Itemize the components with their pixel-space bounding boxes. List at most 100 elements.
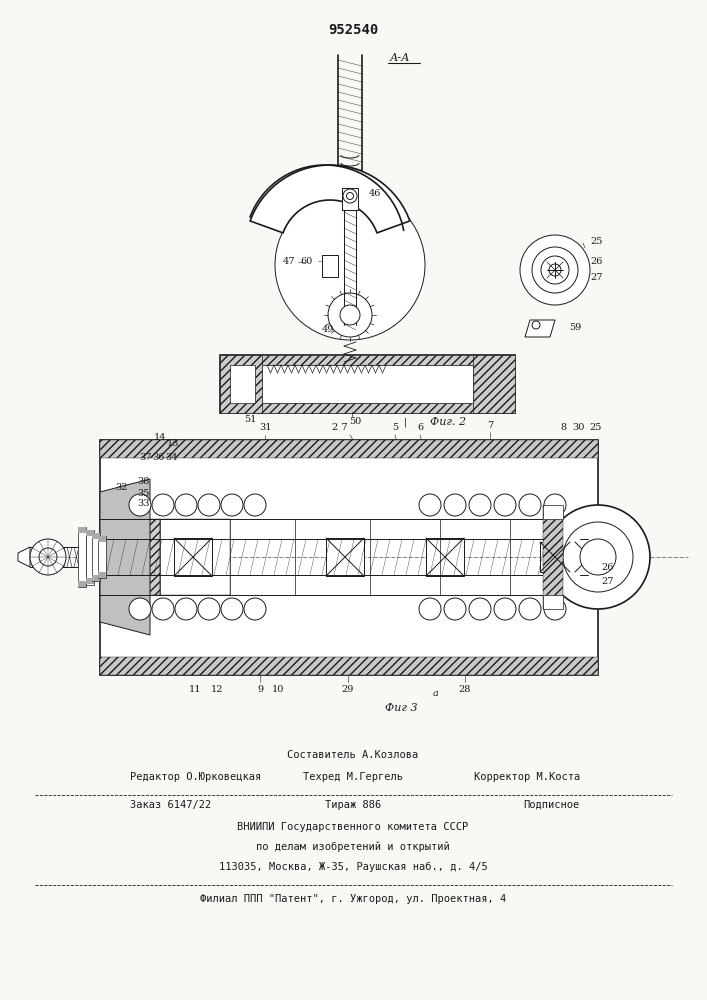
Bar [98, 536, 106, 542]
Text: 25: 25 [590, 237, 602, 246]
Circle shape [546, 505, 650, 609]
Bar [220, 355, 262, 413]
Text: Фиг. 2: Фиг. 2 [430, 417, 466, 427]
Text: 31: 31 [259, 424, 271, 432]
Text: |: | [404, 417, 407, 427]
Text: 35: 35 [137, 488, 149, 497]
Text: А-А: А-А [390, 53, 411, 63]
Bar [230, 365, 255, 403]
Polygon shape [525, 320, 555, 337]
Text: Техред М.Гергель: Техред М.Гергель [303, 772, 403, 782]
Text: 27: 27 [601, 578, 614, 586]
Circle shape [444, 598, 466, 620]
Text: 25: 25 [590, 424, 602, 432]
Circle shape [541, 256, 569, 284]
Text: 11: 11 [189, 686, 201, 694]
Bar [98, 572, 106, 578]
Text: 8: 8 [560, 424, 566, 432]
Circle shape [343, 189, 357, 203]
Circle shape [544, 598, 566, 620]
Bar [78, 581, 86, 587]
Circle shape [549, 264, 561, 276]
Bar [426, 538, 464, 576]
Bar [92, 533, 100, 581]
Text: 29: 29 [341, 686, 354, 694]
Bar [78, 527, 86, 587]
Circle shape [469, 598, 491, 620]
Circle shape [129, 494, 151, 516]
Bar [543, 505, 563, 609]
Text: 59: 59 [569, 324, 581, 332]
Bar [540, 542, 570, 572]
Circle shape [175, 494, 197, 516]
Polygon shape [100, 479, 150, 635]
Text: 60: 60 [300, 256, 313, 265]
Bar [220, 355, 515, 365]
Circle shape [39, 548, 57, 566]
Circle shape [532, 247, 578, 293]
Circle shape [419, 598, 441, 620]
Circle shape [30, 539, 66, 575]
Bar [262, 365, 473, 403]
Bar [326, 538, 364, 576]
Bar [220, 355, 515, 413]
Text: 952540: 952540 [328, 23, 378, 37]
Text: Филиал ППП "Патент", г. Ужгород, ул. Проектная, 4: Филиал ППП "Патент", г. Ужгород, ул. Про… [200, 894, 506, 904]
Text: 49: 49 [322, 326, 334, 334]
Text: 113035, Москва, Ж-35, Раушская наб., д. 4/5: 113035, Москва, Ж-35, Раушская наб., д. … [218, 862, 487, 872]
Text: 7: 7 [487, 420, 493, 430]
Text: 51: 51 [244, 416, 256, 424]
Circle shape [469, 494, 491, 516]
Circle shape [152, 598, 174, 620]
Circle shape [244, 598, 266, 620]
Text: 14: 14 [153, 434, 166, 442]
Text: Фиг 3: Фиг 3 [385, 703, 418, 713]
Circle shape [129, 598, 151, 620]
Text: 12: 12 [211, 686, 223, 694]
Bar [220, 403, 515, 413]
Text: 47: 47 [283, 257, 295, 266]
Bar [543, 595, 563, 609]
Text: 28: 28 [459, 686, 471, 694]
Text: по делам изобретений и открытий: по делам изобретений и открытий [256, 842, 450, 852]
Bar [575, 542, 605, 572]
Circle shape [563, 522, 633, 592]
Bar [100, 519, 160, 595]
Text: 10: 10 [271, 686, 284, 694]
Text: 33: 33 [136, 498, 149, 508]
Bar [86, 530, 94, 536]
Text: Корректор М.Коста: Корректор М.Коста [474, 772, 580, 782]
Text: 26: 26 [590, 257, 602, 266]
Text: 34: 34 [165, 454, 177, 462]
Text: 5: 5 [392, 424, 398, 432]
Text: 37: 37 [139, 454, 151, 462]
Circle shape [519, 598, 541, 620]
Circle shape [494, 494, 516, 516]
Bar [322, 255, 338, 277]
Circle shape [175, 598, 197, 620]
Text: 2 7: 2 7 [332, 424, 348, 432]
Circle shape [275, 190, 425, 340]
Circle shape [328, 293, 372, 337]
Circle shape [152, 494, 174, 516]
Circle shape [346, 192, 354, 200]
Text: ВНИИПИ Государственного комитета СССР: ВНИИПИ Государственного комитета СССР [238, 822, 469, 832]
Circle shape [221, 598, 243, 620]
Circle shape [444, 494, 466, 516]
Text: Тираж 886: Тираж 886 [325, 800, 381, 810]
Circle shape [494, 598, 516, 620]
Bar [92, 575, 100, 581]
Bar [100, 440, 598, 458]
Bar [98, 536, 106, 578]
Text: 13: 13 [167, 438, 180, 448]
Circle shape [519, 494, 541, 516]
Circle shape [244, 494, 266, 516]
Text: 9: 9 [257, 686, 263, 694]
Circle shape [198, 494, 220, 516]
Text: 38: 38 [137, 477, 149, 486]
Circle shape [198, 598, 220, 620]
Circle shape [532, 321, 540, 329]
Circle shape [419, 494, 441, 516]
Circle shape [221, 494, 243, 516]
Text: 6: 6 [417, 424, 423, 432]
